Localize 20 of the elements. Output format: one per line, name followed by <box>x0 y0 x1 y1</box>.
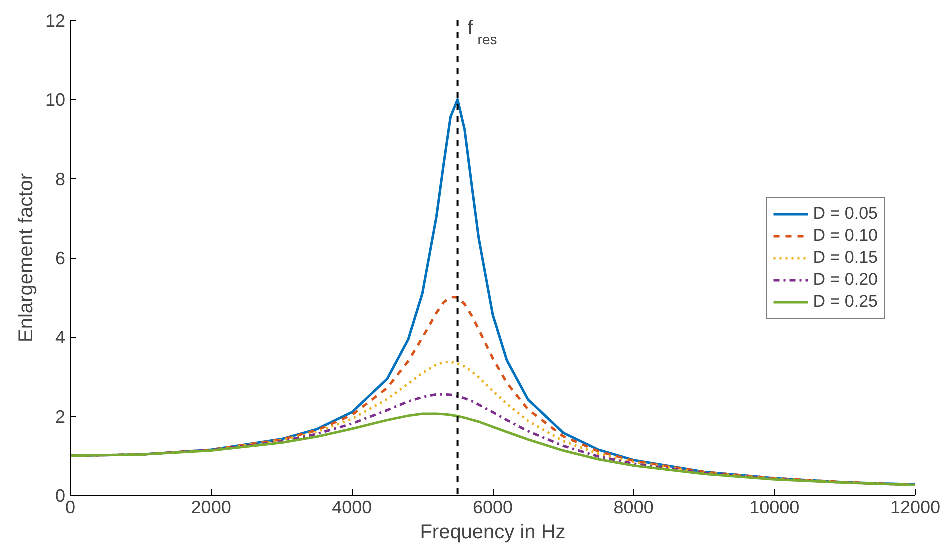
y-tick-label: 2 <box>55 406 66 427</box>
legend-label: D = 0.10 <box>813 226 878 246</box>
x-tick-label: 4000 <box>332 498 372 518</box>
legend-label: D = 0.20 <box>813 270 878 290</box>
x-tick-label: 12000 <box>890 498 941 518</box>
x-axis-title: Frequency in Hz <box>420 522 566 544</box>
y-tick-label: 8 <box>55 169 66 190</box>
x-tick-label: 10000 <box>750 498 800 518</box>
line-series <box>70 412 916 486</box>
x-tick-label: 8000 <box>614 498 654 518</box>
y-tick-label: 10 <box>45 90 66 110</box>
x-tick-label: 2000 <box>191 498 232 518</box>
legend-label: D = 0.15 <box>813 248 878 268</box>
y-tick-label: 4 <box>55 328 66 348</box>
legend-label: D = 0.05 <box>813 204 878 224</box>
legend-label: D = 0.25 <box>813 292 878 312</box>
y-axis-title: Enlargement factor <box>15 173 38 342</box>
y-tick-label: 6 <box>55 248 66 268</box>
y-tick-label: 12 <box>45 11 66 31</box>
x-tick-label: 6000 <box>472 498 514 518</box>
